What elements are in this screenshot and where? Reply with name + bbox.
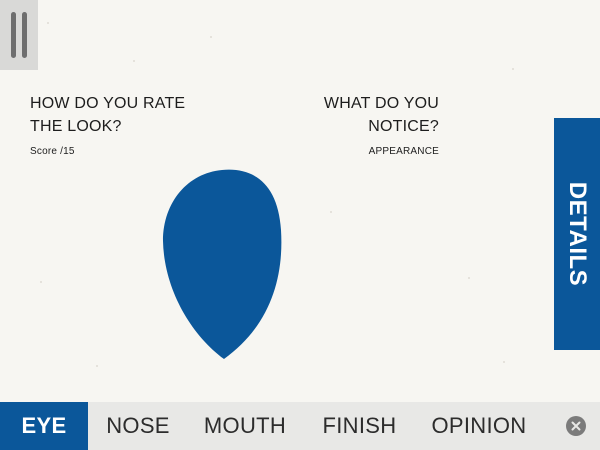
bottom-nav: EYE NOSE MOUTH FINISH OPINION [0, 402, 600, 450]
eye-drop-shape[interactable] [150, 166, 295, 364]
paper-speck [133, 60, 135, 62]
paper-speck [47, 22, 49, 24]
tab-opinion[interactable]: OPINION [431, 413, 527, 438]
paper-speck [468, 277, 470, 279]
paper-speck [40, 281, 42, 283]
paper-speck [96, 365, 98, 367]
close-button[interactable] [566, 416, 586, 436]
score-label: Score /15 [30, 146, 75, 157]
paper-speck [503, 361, 505, 363]
paper-speck [210, 36, 212, 38]
tab-nose[interactable]: NOSE [106, 413, 170, 438]
rating-question: HOW DO YOU RATE THE LOOK? Score /15 [30, 92, 250, 157]
notice-question: WHAT DO YOU NOTICE? APPEARANCE [280, 92, 439, 157]
tab-mouth[interactable]: MOUTH [203, 413, 287, 438]
notice-question-title: WHAT DO YOU NOTICE? [323, 95, 439, 135]
pause-icon [11, 12, 16, 58]
pause-icon [22, 12, 27, 58]
appearance-label: APPEARANCE [368, 146, 439, 157]
tab-eye[interactable]: EYE [0, 402, 88, 450]
close-icon [571, 421, 581, 431]
paper-speck [512, 68, 514, 70]
pause-menu-button[interactable] [0, 0, 38, 70]
paper-speck [330, 211, 332, 213]
tab-finish[interactable]: FINISH [322, 413, 397, 438]
rating-question-title: HOW DO YOU RATE THE LOOK? [30, 95, 186, 135]
eye-drop-path [163, 169, 282, 359]
details-tab[interactable]: DETAILS [554, 118, 600, 350]
details-tab-label: DETAILS [564, 181, 592, 287]
